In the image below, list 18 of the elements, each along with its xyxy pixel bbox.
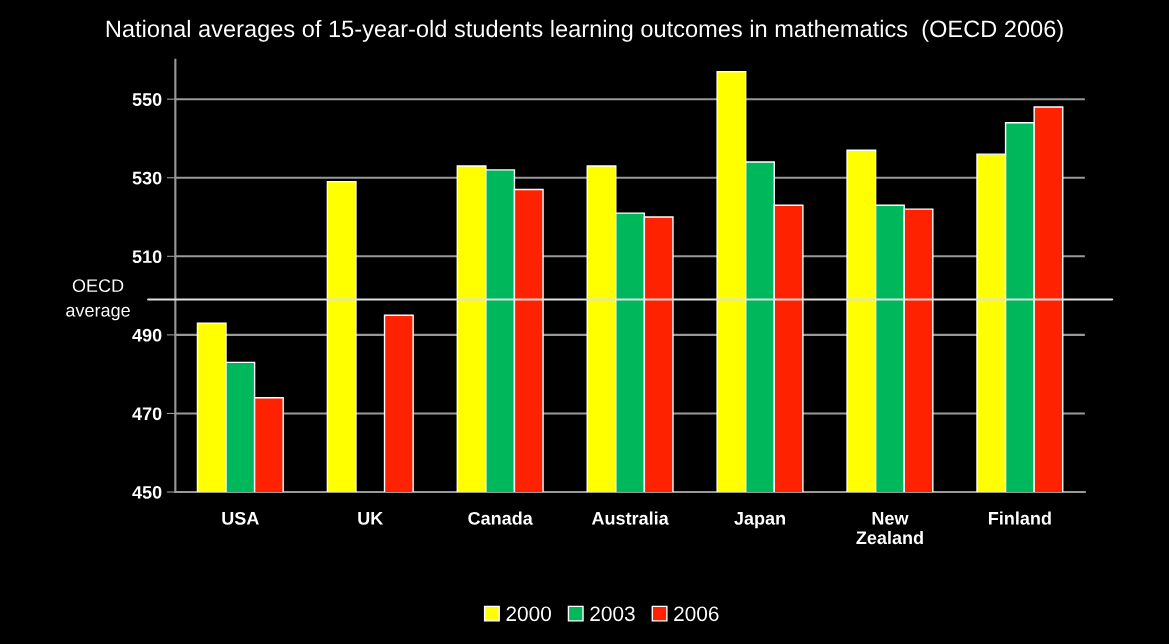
ref-line-label: OECD average <box>66 279 130 321</box>
x-tick-label: Australia <box>591 511 669 525</box>
y-tick-label: 450 <box>132 485 162 499</box>
legend-label: 2006 <box>674 606 719 622</box>
y-tick-label: 530 <box>132 171 162 185</box>
x-tick-label: New Zealand <box>856 512 923 545</box>
y-tick-label: 550 <box>132 93 162 106</box>
x-tick-label: Japan <box>734 512 785 529</box>
x-tick-label: Finland <box>988 511 1051 525</box>
legend-label: 2000 <box>506 606 551 622</box>
x-tick-label: Canada <box>468 511 533 525</box>
y-tick-label: 510 <box>132 250 162 264</box>
x-tick-label: USA <box>222 511 259 525</box>
y-tick-label: 470 <box>132 407 162 421</box>
chart-title: National averages of 15-year-old students learning outcomes in mathematics (OECD 2006) <box>106 19 1063 42</box>
x-tick-label: UK <box>358 512 384 525</box>
legend-label: 2003 <box>590 606 635 622</box>
y-tick-label: 490 <box>132 328 162 342</box>
